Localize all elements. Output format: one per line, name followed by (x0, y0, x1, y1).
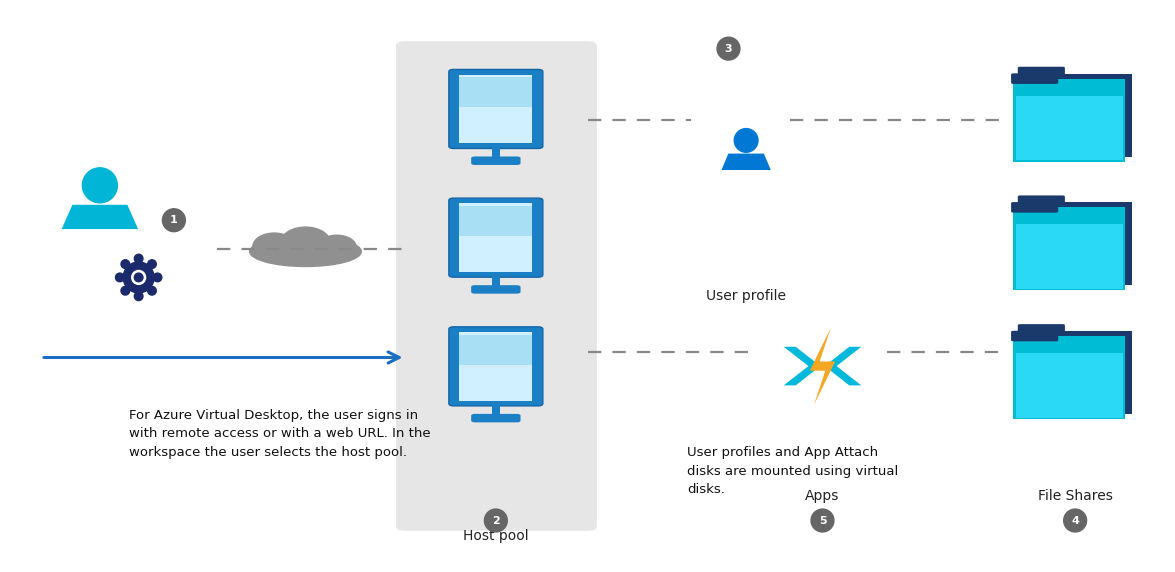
FancyBboxPatch shape (1015, 353, 1123, 418)
Text: 5: 5 (819, 515, 826, 526)
Ellipse shape (82, 168, 118, 203)
FancyBboxPatch shape (491, 146, 501, 158)
Ellipse shape (162, 209, 186, 232)
Text: 2: 2 (492, 515, 499, 526)
Ellipse shape (134, 254, 143, 263)
FancyBboxPatch shape (459, 332, 532, 401)
Ellipse shape (134, 273, 143, 282)
FancyBboxPatch shape (459, 335, 532, 364)
Ellipse shape (249, 237, 362, 267)
Text: 4: 4 (1072, 515, 1079, 526)
FancyBboxPatch shape (459, 77, 532, 107)
Ellipse shape (253, 233, 295, 259)
Ellipse shape (811, 509, 834, 532)
FancyBboxPatch shape (491, 404, 501, 416)
Ellipse shape (148, 287, 156, 295)
FancyBboxPatch shape (1013, 336, 1126, 419)
FancyBboxPatch shape (1015, 224, 1123, 289)
FancyBboxPatch shape (471, 285, 521, 293)
FancyBboxPatch shape (1020, 202, 1132, 285)
Ellipse shape (134, 292, 143, 300)
FancyBboxPatch shape (1018, 196, 1065, 206)
Ellipse shape (317, 235, 356, 259)
Ellipse shape (148, 260, 156, 268)
FancyBboxPatch shape (449, 327, 543, 406)
FancyBboxPatch shape (1015, 96, 1123, 160)
Text: 3: 3 (725, 43, 732, 54)
FancyBboxPatch shape (449, 69, 543, 149)
Ellipse shape (281, 227, 330, 257)
Text: Apps: Apps (805, 489, 840, 503)
FancyBboxPatch shape (1013, 208, 1126, 291)
Ellipse shape (1063, 509, 1087, 532)
FancyBboxPatch shape (459, 203, 532, 272)
FancyBboxPatch shape (459, 74, 532, 144)
FancyBboxPatch shape (1010, 73, 1059, 84)
Ellipse shape (484, 509, 508, 532)
FancyBboxPatch shape (1013, 78, 1126, 161)
FancyBboxPatch shape (1018, 324, 1065, 335)
FancyBboxPatch shape (1020, 331, 1132, 414)
Text: For Azure Virtual Desktop, the user signs in
with remote access or with a web UR: For Azure Virtual Desktop, the user sign… (129, 409, 431, 459)
FancyBboxPatch shape (449, 198, 543, 277)
Text: Host pool: Host pool (463, 529, 529, 543)
Polygon shape (721, 154, 771, 170)
FancyBboxPatch shape (1020, 74, 1132, 157)
Ellipse shape (734, 129, 758, 152)
Ellipse shape (121, 287, 129, 295)
Ellipse shape (153, 273, 162, 282)
Ellipse shape (123, 262, 154, 293)
Text: File Shares: File Shares (1038, 489, 1113, 503)
FancyBboxPatch shape (491, 275, 501, 287)
Ellipse shape (121, 260, 129, 268)
Polygon shape (825, 347, 861, 386)
Polygon shape (62, 205, 139, 229)
FancyBboxPatch shape (459, 206, 532, 236)
Ellipse shape (132, 271, 146, 284)
FancyBboxPatch shape (1010, 331, 1059, 341)
Ellipse shape (115, 273, 125, 282)
FancyBboxPatch shape (471, 414, 521, 422)
Polygon shape (784, 347, 820, 386)
Ellipse shape (717, 37, 740, 60)
FancyBboxPatch shape (1018, 67, 1065, 77)
Text: User profiles and App Attach
disks are mounted using virtual
disks.: User profiles and App Attach disks are m… (687, 446, 899, 496)
FancyBboxPatch shape (1010, 202, 1059, 213)
FancyBboxPatch shape (471, 157, 521, 165)
FancyBboxPatch shape (396, 41, 597, 531)
Polygon shape (810, 327, 835, 405)
Text: User profile: User profile (706, 289, 786, 303)
Text: 1: 1 (170, 215, 177, 225)
